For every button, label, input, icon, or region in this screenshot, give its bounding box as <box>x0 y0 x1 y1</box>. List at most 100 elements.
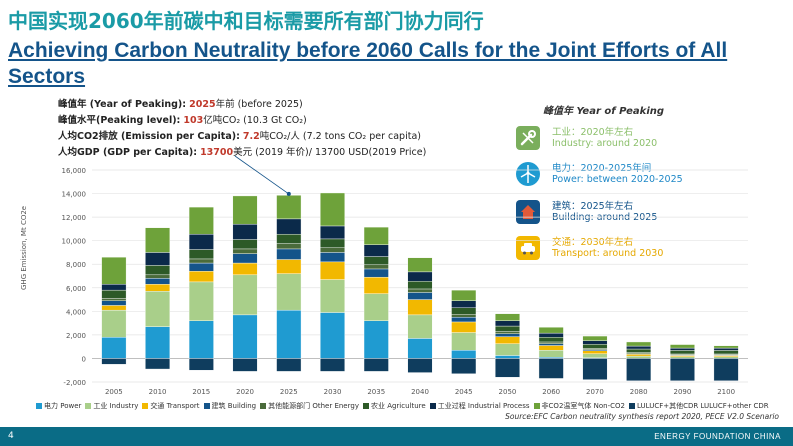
legend-swatch <box>429 403 436 409</box>
peaking-item-en: Building: around 2025 <box>552 212 658 223</box>
legend-item: 交通 Transport <box>142 401 200 411</box>
bar-segment <box>669 350 695 355</box>
bar-segment <box>538 358 564 379</box>
bar-segment <box>582 340 608 345</box>
bar-segment <box>407 288 433 293</box>
bar-segment <box>320 279 345 313</box>
bar-segment <box>407 299 433 316</box>
bar-segment <box>145 358 171 370</box>
bar-segment <box>626 355 652 359</box>
bar-segment <box>232 239 258 250</box>
y-tick-label: 2,000 <box>66 332 86 340</box>
bar-segment <box>713 356 739 359</box>
y-tick-label: 10,000 <box>62 238 87 246</box>
legend-item: 工业 Industry <box>85 401 138 411</box>
stat-value: 7.2 <box>242 131 260 142</box>
bar-segment <box>145 291 171 327</box>
legend-label: 非CO2温室气体 Non-CO2 <box>541 402 625 410</box>
bar-segment <box>188 271 214 283</box>
y-tick-label: 14,000 <box>62 191 87 199</box>
bar-segment <box>495 333 520 337</box>
bar-segment <box>276 309 302 359</box>
bar-segment <box>495 343 520 356</box>
bar-segment <box>276 273 302 311</box>
bar-segment <box>320 358 345 372</box>
bar-segment <box>276 233 302 244</box>
bar-segment <box>669 358 695 382</box>
bar-segment <box>495 355 520 359</box>
peaking-item-industry: 工业：2020年左右 Industry: around 2020 <box>512 124 712 160</box>
annotation-line <box>234 155 290 195</box>
bar-segment <box>320 192 345 227</box>
peaking-panel-title: 峰值年 Year of Peaking <box>543 106 665 117</box>
x-tick-label: 2050 <box>499 388 517 396</box>
x-tick-label: 2040 <box>411 388 429 396</box>
legend-label: 工业 Industry <box>93 402 139 410</box>
footer-bar <box>0 427 793 446</box>
bar-segment <box>145 278 171 285</box>
bar-segment <box>276 259 302 274</box>
bar-segment <box>713 347 739 351</box>
bar-segment <box>276 243 302 250</box>
peaking-item-cn: 工业：2020年左右 <box>552 127 634 138</box>
bar-segment <box>363 358 389 372</box>
legend-item: LULUCF+其他CDR LULUCF+other CDR <box>628 401 769 411</box>
bar-segment <box>626 341 652 347</box>
bar-segment <box>276 218 302 235</box>
stat-peaking-year: 峰值年 (Year of Peaking): 2025年前 (before 20… <box>58 96 303 110</box>
bar-segment <box>582 350 608 354</box>
bar-segment <box>320 247 345 253</box>
bar-segment <box>320 225 345 240</box>
bar-segment <box>320 252 345 263</box>
page-title-en: Achieving Carbon Neutrality before 2060 … <box>8 39 728 88</box>
legend-swatch <box>533 403 540 409</box>
y-tick-label: 6,000 <box>66 285 86 293</box>
legend-item: 其他能源部门 Other Energy <box>260 401 359 411</box>
y-tick-label: 4,000 <box>66 308 86 316</box>
bar-segment <box>363 244 389 257</box>
bar-segment <box>407 281 433 290</box>
stat-value: 103 <box>183 115 204 126</box>
bar-segment <box>101 298 127 301</box>
x-tick-label: 2045 <box>455 388 473 396</box>
bar-segment <box>538 332 564 338</box>
annotation-dot <box>286 191 291 196</box>
bar-segment <box>232 223 258 240</box>
bar-segment <box>407 338 433 359</box>
y-tick-label: -2,000 <box>63 379 86 387</box>
bar-segment <box>101 337 127 359</box>
bar-segment <box>713 350 739 355</box>
stat-rest: 吨CO₂/人 (7.2 tons CO₂ per capita) <box>259 131 421 142</box>
bar-segment <box>407 271 433 282</box>
bar-segment <box>188 233 214 250</box>
peaking-item-en: Transport: around 2030 <box>552 248 664 259</box>
bar-segment <box>188 206 214 235</box>
bar-segment <box>538 349 564 358</box>
bar-segment <box>495 320 520 327</box>
peaking-item-transport: 交通：2030年左右 Transport: around 2030 <box>512 234 712 270</box>
bar-segment <box>495 336 520 344</box>
x-tick-label: 2090 <box>673 388 691 396</box>
peaking-item-cn: 交通：2030年左右 <box>552 237 634 248</box>
y-tick-label: 12,000 <box>62 214 87 222</box>
bar-segment <box>145 265 171 276</box>
legend-swatch <box>203 403 210 409</box>
legend-swatch <box>260 403 267 409</box>
bar-segment <box>363 264 389 270</box>
peaking-item-building: 建筑：2025年左右 Building: around 2025 <box>512 198 712 234</box>
bar-segment <box>407 358 433 373</box>
stat-rest: 亿吨CO₂ (10.3 Gt CO₂) <box>203 115 307 126</box>
bar-segment <box>320 312 345 359</box>
bar-segment <box>188 258 214 264</box>
bar-segment <box>538 343 564 346</box>
y-tick-label: 8,000 <box>66 261 86 269</box>
legend-label: 建筑 Building <box>211 402 257 410</box>
bar-segment <box>451 314 477 318</box>
bar-segment <box>538 341 564 344</box>
bar-segment <box>626 348 652 353</box>
legend-item: 非CO2温室气体 Non-CO2 <box>533 401 625 411</box>
stat-per-capita: 人均CO2排放 (Emission per Capita): 7.2吨CO₂/人… <box>58 128 421 142</box>
bar-segment <box>451 332 477 351</box>
bar-segment <box>363 293 389 321</box>
bar-segment <box>582 344 608 349</box>
